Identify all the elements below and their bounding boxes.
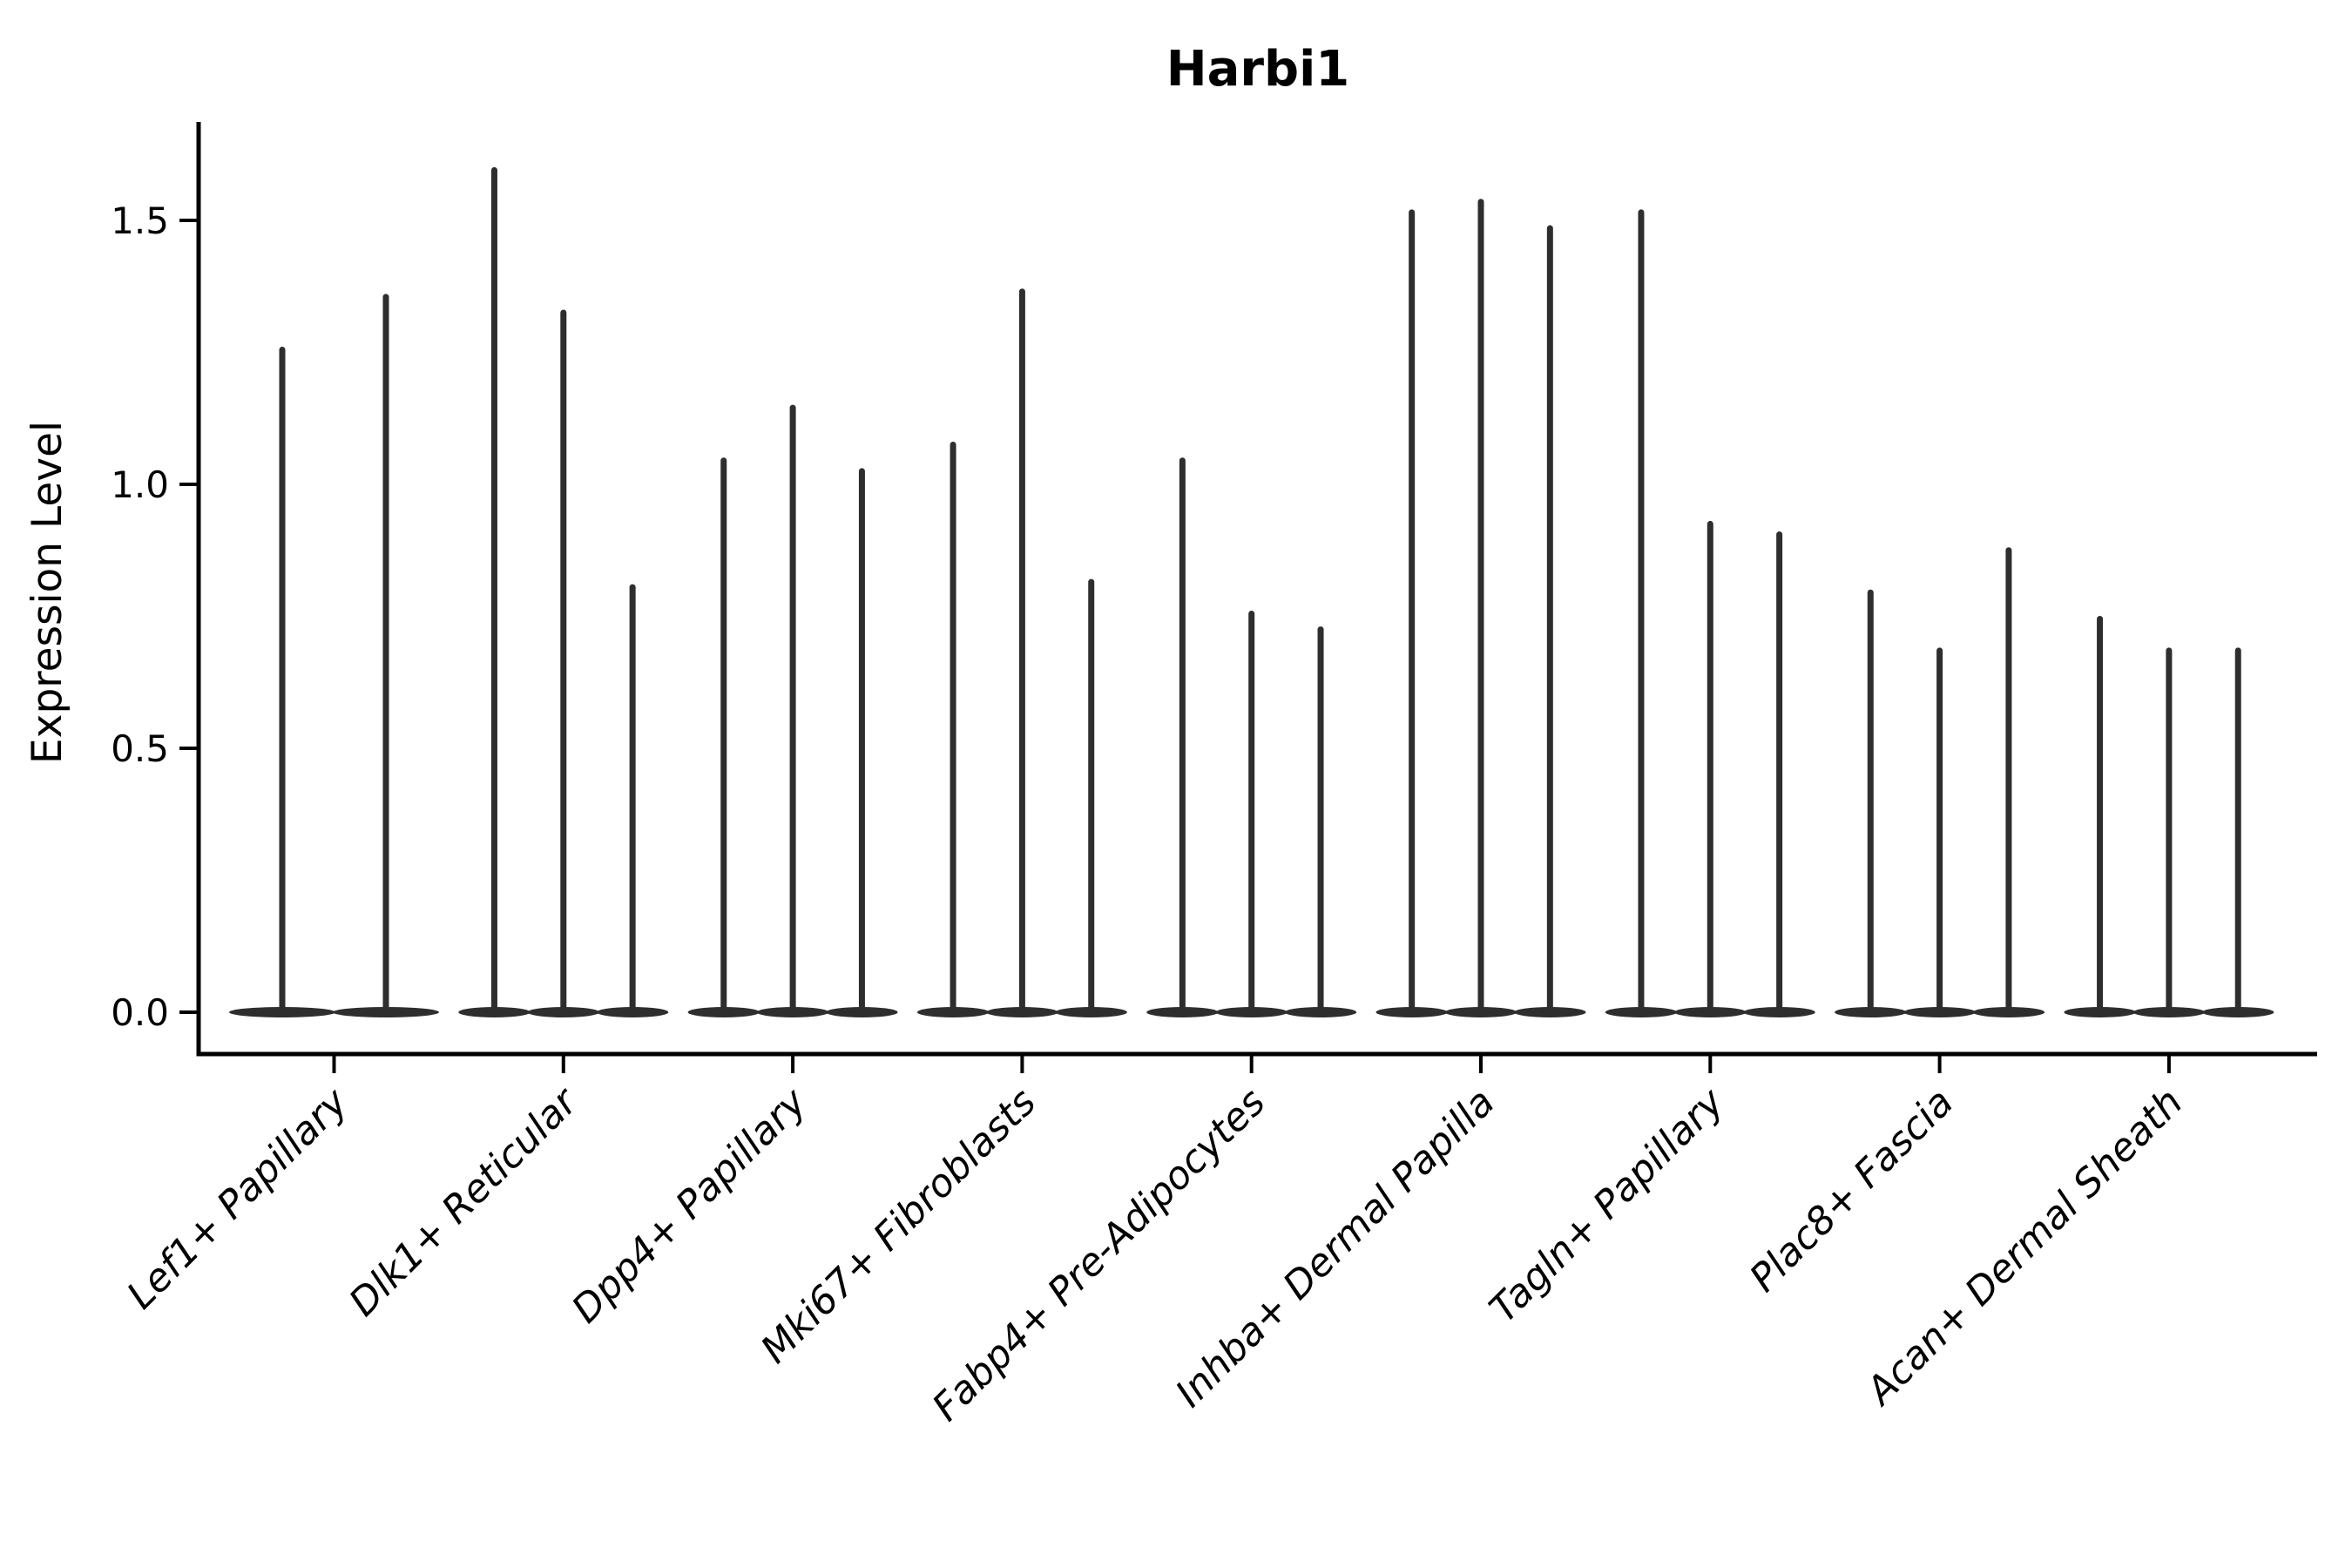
violin-group — [458, 166, 669, 1017]
axes: 0.0 0.5 1.0 1.5 — [111, 122, 2317, 1073]
violin-group — [2064, 616, 2274, 1017]
y-tick-label: 0.5 — [111, 727, 169, 770]
x-tick-label: Dlk1+ Reticular — [341, 1078, 587, 1325]
y-tick-label: 1.0 — [111, 463, 169, 506]
x-tick-label: Tagln+ Papillary — [1481, 1079, 1733, 1331]
violin-group — [1835, 547, 2045, 1017]
x-tick-label: Plac8+ Fascia — [1741, 1080, 1962, 1301]
violin-group — [1146, 457, 1357, 1017]
y-tick-label: 0.0 — [111, 991, 169, 1034]
violin-group — [916, 288, 1127, 1017]
x-tick-label: Lef1+ Papillary — [118, 1079, 357, 1318]
violin-group — [1375, 199, 1586, 1017]
y-tick-label: 1.5 — [111, 199, 169, 242]
x-tick-label: Dpp4+ Papillary — [564, 1079, 816, 1332]
violins-layer — [229, 166, 2274, 1017]
violin-group — [687, 404, 898, 1017]
violin-group — [229, 294, 439, 1017]
y-axis-label: Expression Level — [24, 421, 71, 764]
violin-group — [1605, 209, 1815, 1017]
page-title: Harbi1 — [1166, 41, 1350, 98]
